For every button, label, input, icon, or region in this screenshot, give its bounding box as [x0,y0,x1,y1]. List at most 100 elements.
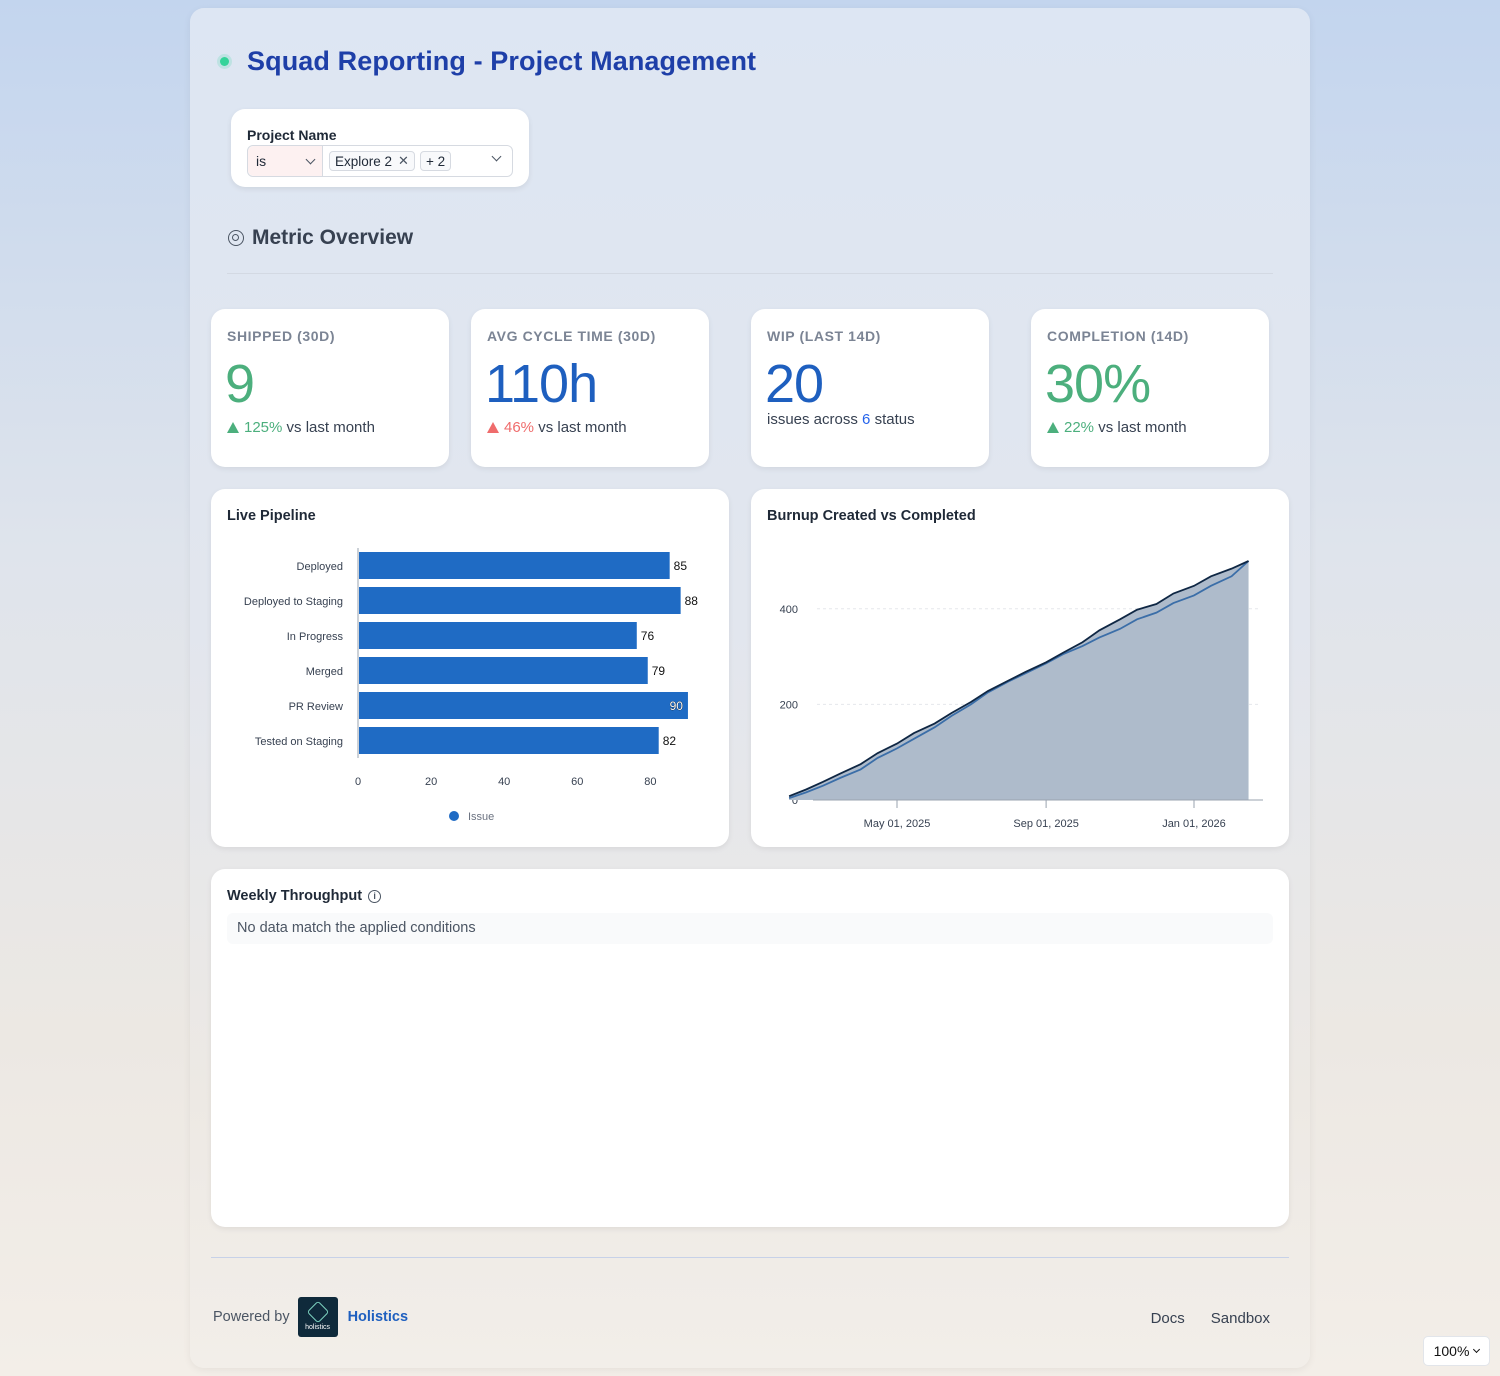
panel-title: Weekly Throughput i [227,888,382,904]
pipeline-panel: Live Pipeline Deployed 85 Deployed to Stag… [211,489,729,847]
footer-links: Docs Sandbox [1151,1310,1270,1327]
series-line [788,560,1249,798]
selected-tag-label: Explore 2 [335,153,393,169]
data-label: 90 [670,699,684,713]
arrow-up-icon [487,422,499,433]
kpi-change-suffix: vs last month [538,419,627,436]
x-tick-label: 80 [644,776,656,788]
kpi-subtext: issues across 6 status [767,411,915,428]
kpi-value: 9 [225,354,255,414]
kpi-label: WIP (LAST 14D) [767,328,881,344]
y-tick-label: 400 [780,604,798,616]
x-tick-label: 20 [425,776,437,788]
dashboard-header: Squad Reporting - Project Management [220,46,756,77]
logo-text: holistics [305,1323,331,1331]
section-title: Metric Overview [252,226,414,249]
kpi-card-cycle-time[interactable]: AVG CYCLE TIME (30D) 110h 46% vs last mo… [471,309,709,467]
kpi-change: 125% vs last month [227,419,375,436]
area-fill [789,561,1249,800]
remove-tag-icon[interactable]: ✕ [398,153,409,168]
burnup-chart: 0 200 400 May 01, 2025 Sep 01, 2025 Jan 01, 2… [780,560,1263,830]
bar [359,692,688,719]
info-icon[interactable]: i [368,889,382,903]
throughput-panel: Weekly Throughput i No data match the ap… [211,869,1289,1227]
dashboard-frame: Squad Reporting - Project Management Pro… [190,8,1310,1368]
kpi-value: 30% [1045,354,1151,414]
more-tags-badge[interactable]: + 2 [419,151,452,171]
status-dot-icon [220,57,229,66]
kpi-card-wip[interactable]: WIP (LAST 14D) 20 issues across 6 status [751,309,989,467]
target-icon [228,230,244,246]
kpi-change-value: 46% [504,419,535,436]
section-divider [227,273,1273,274]
holistics-logo[interactable]: holistics [297,1297,338,1337]
bar [359,657,648,684]
selected-tag: Explore 2 ✕ [329,151,415,171]
sandbox-link[interactable]: Sandbox [1210,1310,1270,1327]
kpi-sub-prefix: issues across [767,411,858,428]
zoom-select[interactable]: 100% [1423,1336,1490,1366]
kpi-label: COMPLETION (14D) [1047,328,1189,344]
data-label: 88 [685,594,699,608]
x-tick-label: Sep 01, 2025 [1013,818,1078,830]
panel-title: Burnup Created vs Completed [767,508,976,524]
data-label: 79 [652,664,666,678]
chevron-down-icon [1473,1345,1481,1354]
legend-label: Issue [468,811,494,823]
x-tick-label: 0 [355,776,361,788]
kpi-change: 46% vs last month [487,419,627,436]
brand-link[interactable]: Holistics [347,1309,409,1325]
x-tick-label: May 01, 2025 [864,818,931,830]
category-label: Deployed to Staging [244,596,343,608]
powered-by: Powered by holistics Holistics [213,1297,408,1337]
kpi-change: 22% vs last month [1047,419,1187,436]
powered-by-text: Powered by [213,1309,290,1325]
filter-control: is Explore 2 ✕ + 2 [247,145,513,177]
panel-title-text: Weekly Throughput [227,888,363,904]
kpi-label: SHIPPED (30D) [227,328,336,344]
zoom-level: 100% [1433,1343,1470,1359]
kpi-card-completion[interactable]: COMPLETION (14D) 30% 22% vs last month [1031,309,1269,467]
category-label: PR Review [289,701,343,713]
footer-divider [211,1257,1289,1258]
value-select[interactable]: Explore 2 ✕ + 2 [323,146,512,176]
bar [359,622,637,649]
docs-link[interactable]: Docs [1150,1310,1185,1327]
project-filter: Project Name is Explore 2 ✕ + 2 [231,109,529,187]
kpi-value: 20 [765,354,824,414]
section-header: Metric Overview [228,226,413,250]
logo-mark-icon [306,1300,329,1323]
arrow-up-icon [1047,422,1059,433]
bar [359,587,681,614]
kpi-value: 110h [485,354,598,414]
chevron-down-icon [491,151,502,162]
category-label: In Progress [287,631,344,643]
kpi-card-shipped[interactable]: SHIPPED (30D) 9 125% vs last month [211,309,449,467]
kpi-sub-suffix: status [874,411,915,428]
burnup-panel: Burnup Created vs Completed 0 200 400 May 0… [751,489,1289,847]
x-tick-label: 60 [571,776,583,788]
category-label: Deployed [297,561,343,573]
kpi-change-value: 125% [244,419,283,436]
x-tick-label: 40 [498,776,510,788]
legend-marker [449,811,459,821]
empty-state-message: No data match the applied conditions [227,913,1273,944]
bar [359,552,670,579]
kpi-change-value: 22% [1064,419,1095,436]
category-label: Tested on Staging [255,736,343,748]
kpi-change-suffix: vs last month [1098,419,1187,436]
category-label: Merged [306,666,343,678]
filter-label: Project Name [247,127,337,143]
y-tick-label: 0 [792,795,798,807]
series-line [788,560,1250,799]
y-tick-label: 200 [780,699,798,711]
bar [359,727,659,754]
kpi-change-suffix: vs last month [286,419,375,436]
page-title: Squad Reporting - Project Management [247,46,757,76]
operator-select[interactable]: is [248,146,323,176]
data-label: 85 [674,559,688,573]
x-tick-label: Jan 01, 2026 [1162,818,1226,830]
data-label: 82 [663,734,677,748]
data-label: 76 [641,629,655,643]
chevron-down-icon [305,154,316,164]
